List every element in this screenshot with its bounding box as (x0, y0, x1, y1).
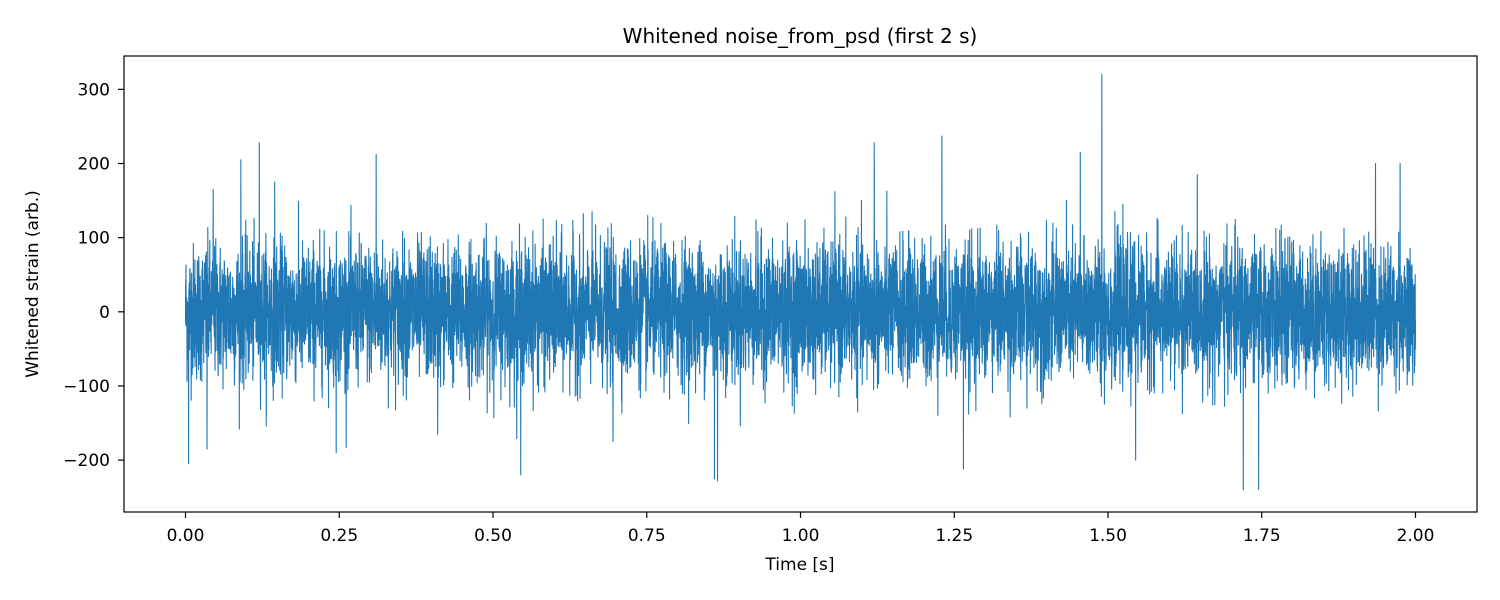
x-tick-label: 1.00 (782, 526, 820, 546)
series-line-layer (184, 73, 1417, 491)
series-line (184, 73, 1417, 491)
y-axis-ticks: −200 −100 0 100 200 300 (63, 80, 124, 471)
x-tick-label: 2.00 (1397, 526, 1435, 546)
y-axis-label: Whitened strain (arb.) (23, 190, 43, 378)
x-tick-label: 0.00 (167, 526, 205, 546)
x-tick-label: 0.50 (474, 526, 512, 546)
x-axis-ticks: 0.00 0.25 0.50 0.75 1.00 1.25 1.50 1.75 2.00 (167, 512, 1435, 546)
x-tick-label: 1.75 (1243, 526, 1281, 546)
x-tick-label: 0.25 (320, 526, 358, 546)
y-tick-label: 100 (78, 229, 110, 249)
chart-title: Whitened noise_from_psd (first 2 s) (623, 24, 978, 48)
x-tick-label: 0.75 (628, 526, 666, 546)
x-axis-label: Time [s] (764, 555, 834, 575)
y-tick-label: −100 (63, 377, 110, 397)
y-tick-label: −200 (63, 451, 110, 471)
x-tick-label: 1.25 (935, 526, 973, 546)
y-tick-label: 200 (78, 155, 110, 175)
y-tick-label: 300 (78, 80, 110, 100)
x-tick-label: 1.50 (1089, 526, 1127, 546)
y-tick-label: 0 (99, 303, 110, 323)
